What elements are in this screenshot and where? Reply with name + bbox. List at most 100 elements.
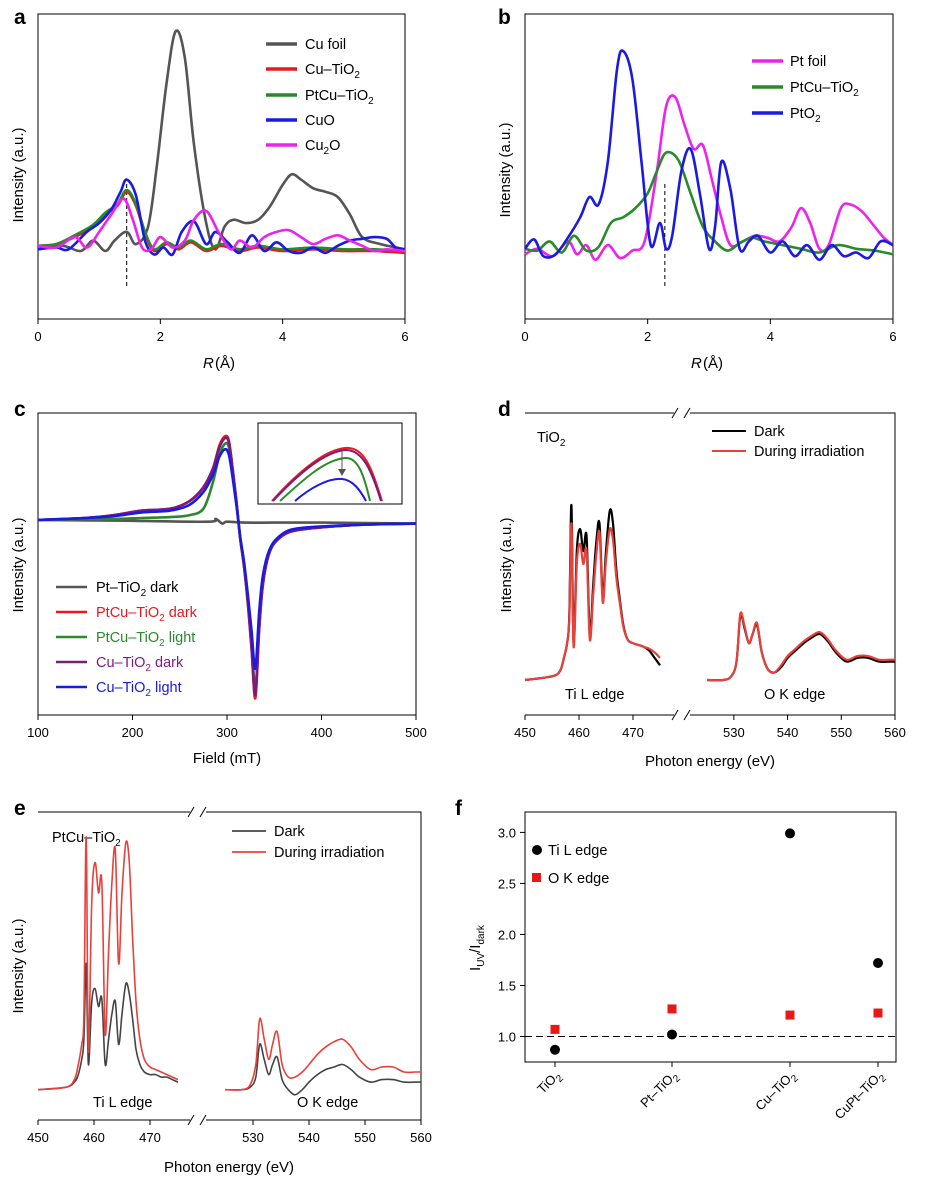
x-tick-label: 470 xyxy=(622,725,644,740)
x-tick-label: 2 xyxy=(644,329,651,344)
y-tick-label: 2.5 xyxy=(498,876,516,891)
series-line-ti xyxy=(37,836,179,1091)
panel-d-ylabel: Intensity (a.u.) xyxy=(498,517,515,612)
x-tick-label: 550 xyxy=(354,1130,376,1145)
panel-a-legend-cuo: CuO xyxy=(305,113,335,129)
panel-c-ylabel: Intensity (a.u.) xyxy=(10,517,27,612)
panel-e-label: e xyxy=(14,797,26,820)
panel-e-axes-frame xyxy=(38,811,422,1121)
x-tick-label: 530 xyxy=(242,1130,264,1145)
panel-a-legend: Cu foil Cu–TiO2 PtCu–TiO2 CuO Cu2O xyxy=(266,37,374,157)
panel-c-legend-pt-tio2-dark: Pt–TiO2 dark xyxy=(96,580,179,599)
point-o-k-edge xyxy=(667,1004,677,1014)
point-ti-l-edge xyxy=(785,828,795,839)
panel-e-ti-edge-label: Ti L edge xyxy=(93,1095,152,1111)
x-tick-label: 540 xyxy=(777,725,799,740)
x-tick-label: 530 xyxy=(723,725,745,740)
x-tick-label: 300 xyxy=(216,725,238,740)
x-tick-label: 400 xyxy=(311,725,333,740)
x-tick-label: 560 xyxy=(410,1130,432,1145)
panel-b-ylabel: Intensity (a.u.) xyxy=(497,122,514,217)
panel-d-xlabel: Photon energy (eV) xyxy=(645,753,775,770)
panel-b-series xyxy=(523,49,894,262)
series-line xyxy=(37,188,406,253)
panel-c-legend-ptcu-tio2-dark: PtCu–TiO2 dark xyxy=(96,605,198,624)
panel-b-xticks: 0 2 4 6 xyxy=(521,319,897,344)
panel-e-legend: Dark During irradiation xyxy=(232,824,384,861)
category-label: Pt–TiO2 xyxy=(637,1067,683,1113)
panel-c: c 100 200 300 400 500 Field (mT) Intensity (… xyxy=(10,398,427,767)
panel-a-legend-ptcu-tio2: PtCu–TiO2 xyxy=(305,88,374,107)
panel-c-inset-red-curve xyxy=(271,446,383,502)
panel-f-legend-circle xyxy=(532,845,542,855)
panel-e: e 450 460 470 530 540 550 560 Photon energy (e… xyxy=(10,797,432,1176)
panel-d-xticks: 450 460 470 530 540 550 560 xyxy=(514,715,906,740)
panel-f-points xyxy=(550,828,883,1055)
panel-f-label: f xyxy=(455,797,463,820)
point-o-k-edge xyxy=(873,1008,883,1018)
category-label: CuPt–TiO2 xyxy=(832,1067,890,1125)
panel-f-axes-frame xyxy=(524,811,897,1063)
x-tick-label: 560 xyxy=(884,725,906,740)
series-line-o xyxy=(706,611,895,682)
panel-f-legend: Ti L edge O K edge xyxy=(532,843,609,887)
series-line xyxy=(524,150,894,256)
panel-e-xticks: 450 460 470 530 540 550 560 xyxy=(27,1120,432,1145)
series-line xyxy=(37,178,406,257)
point-o-k-edge xyxy=(550,1024,560,1034)
panel-b-legend-pt-foil: Pt foil xyxy=(790,54,826,70)
x-tick-label: 4 xyxy=(767,329,774,344)
x-tick-label: 0 xyxy=(34,329,41,344)
panel-e-series xyxy=(37,836,421,1096)
panel-f-yticks: 1.0 1.5 2.0 2.5 3.0 xyxy=(498,825,525,1044)
panel-f-legend-o: O K edge xyxy=(548,871,609,887)
series-line-o xyxy=(224,1043,421,1096)
panel-c-inset xyxy=(271,446,383,502)
panel-c-xticks: 100 200 300 400 500 xyxy=(27,715,427,740)
category-label: TiO2 xyxy=(534,1067,566,1099)
point-ti-l-edge xyxy=(550,1044,560,1055)
series-line xyxy=(524,94,894,262)
panel-a-xlabel-unit: (Å) xyxy=(215,355,235,372)
x-tick-label: 450 xyxy=(27,1130,49,1145)
panel-f-category-labels: TiO2 Pt–TiO2 Cu–TiO2 CuPt–TiO2 xyxy=(534,1062,889,1125)
x-tick-label: 200 xyxy=(122,725,144,740)
panel-f-legend-square xyxy=(532,873,541,882)
y-tick-label: 1.0 xyxy=(498,1029,516,1044)
series-line xyxy=(37,447,417,670)
panel-c-xlabel: Field (mT) xyxy=(193,750,261,767)
panel-d-sample-title: TiO2 xyxy=(537,430,566,449)
panel-f-legend-ti: Ti L edge xyxy=(548,843,607,859)
x-tick-label: 4 xyxy=(279,329,286,344)
panel-d-label: d xyxy=(498,398,511,421)
panel-a-xticks: 0 2 4 6 xyxy=(34,319,409,344)
series-line xyxy=(523,49,894,262)
panel-b-legend-pto2: PtO2 xyxy=(790,106,821,125)
series-line-o xyxy=(224,1017,421,1091)
point-o-k-edge xyxy=(785,1010,795,1020)
panel-d: d 450 460 470 530 540 550 560 Photon energy (e… xyxy=(498,398,906,770)
panel-c-inset-blue-curve xyxy=(294,477,367,502)
panel-b-label: b xyxy=(498,6,511,29)
panel-a: a 0 2 4 6 R (Å) Intensity (a.u.) Cu foil Cu… xyxy=(10,6,409,372)
panel-e-xlabel: Photon energy (eV) xyxy=(164,1159,294,1176)
panel-a-series xyxy=(37,29,406,257)
panel-a-axes-frame xyxy=(37,13,406,320)
series-line xyxy=(37,517,417,525)
x-tick-label: 0 xyxy=(521,329,528,344)
panel-b-xlabel: R xyxy=(691,355,702,372)
x-tick-label: 6 xyxy=(889,329,896,344)
panel-b: b 0 2 4 6 R (Å) Intensity (a.u.) Pt foil Pt… xyxy=(497,6,897,372)
panel-a-ylabel: Intensity (a.u.) xyxy=(10,127,27,222)
panel-c-legend-cu-tio2-light: Cu–TiO2 light xyxy=(96,680,182,699)
x-tick-label: 470 xyxy=(139,1130,161,1145)
panel-c-inset-purple-curve xyxy=(272,448,382,502)
panel-a-label: a xyxy=(14,6,26,29)
panel-f: f 1.0 1.5 2.0 2.5 3.0 TiO2 Pt–TiO2 Cu–TiO2 CuPt… xyxy=(455,797,897,1125)
panel-b-axes-frame xyxy=(524,13,894,320)
panel-f-ylabel: IUV/Idark xyxy=(467,924,487,971)
panel-d-legend: Dark During irradiation xyxy=(712,424,864,460)
category-label: Cu–TiO2 xyxy=(752,1067,801,1116)
panel-a-legend-cu-foil: Cu foil xyxy=(305,37,346,53)
